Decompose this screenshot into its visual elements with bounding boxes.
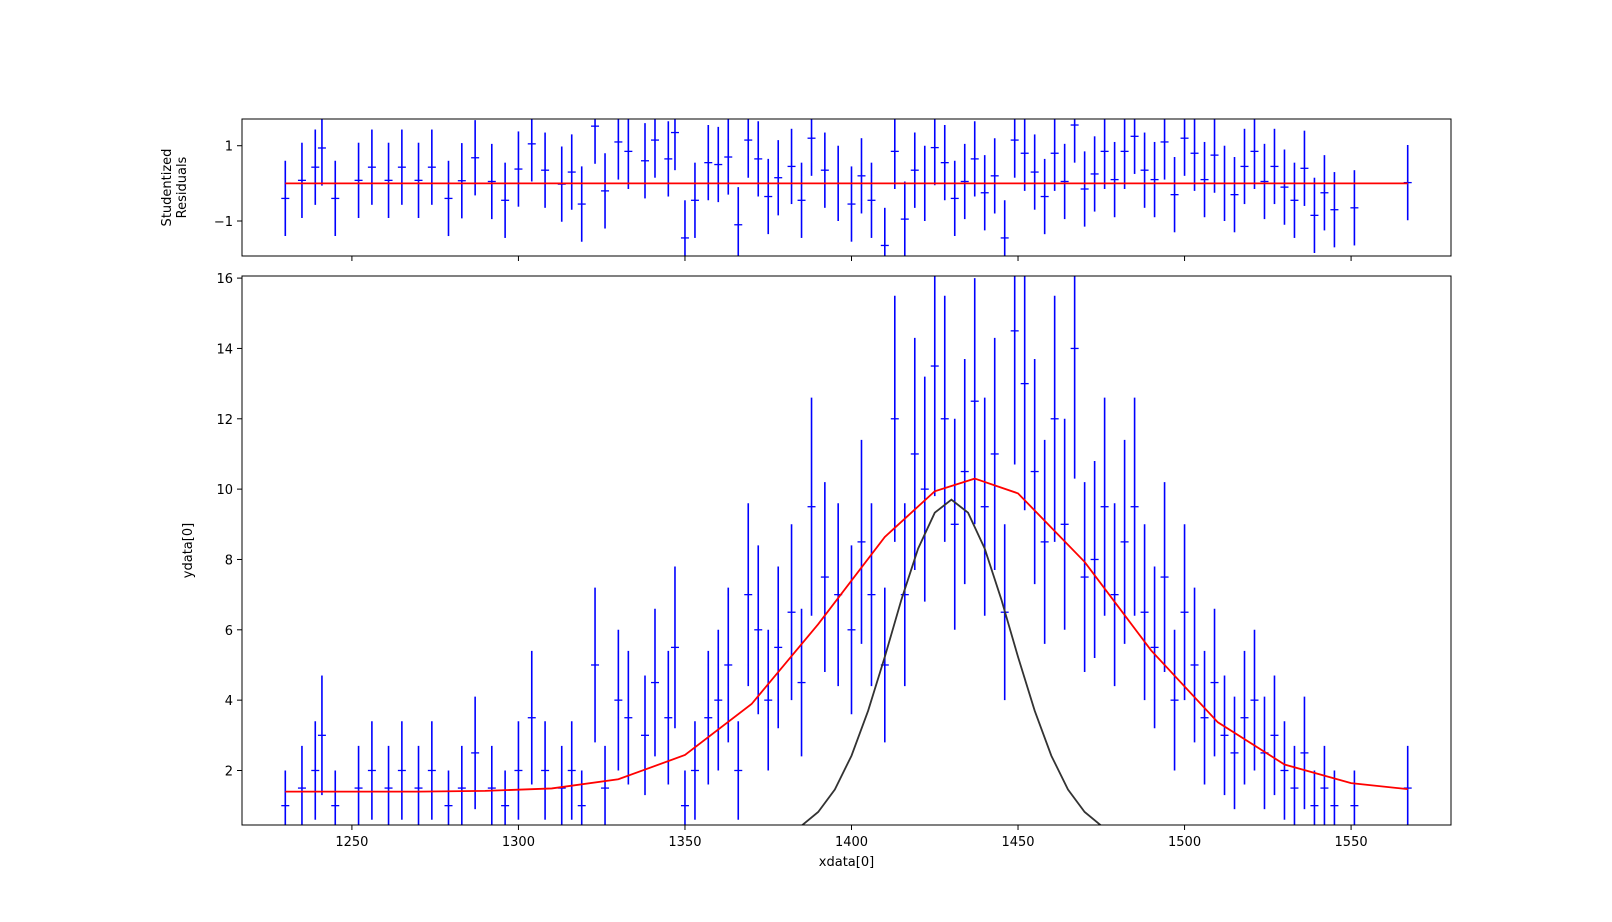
axes-frame <box>241 275 1452 826</box>
plot-area <box>281 119 1412 256</box>
x-tick-label: 1350 <box>668 835 701 850</box>
y-tick-label: 6 <box>225 624 233 639</box>
x-tick-label: 1500 <box>1168 835 1201 850</box>
y-axis-label: Residuals <box>175 156 190 218</box>
fit-line <box>285 477 1408 793</box>
plot-area <box>281 276 1412 825</box>
x-axis-label: xdata[0] <box>819 855 874 870</box>
y-tick-label: −1 <box>214 215 233 230</box>
fit-line <box>800 498 1102 825</box>
y-tick-label: 12 <box>216 413 233 428</box>
y-tick-label: 16 <box>216 272 233 287</box>
y-tick-label: 8 <box>225 553 233 568</box>
x-tick-label: 1550 <box>1335 835 1368 850</box>
y-tick-label: 14 <box>216 342 233 357</box>
y-tick-label: 2 <box>225 764 233 779</box>
y-axis-label: Studentized <box>160 149 175 227</box>
y-tick-label: 1 <box>225 140 233 155</box>
x-tick-label: 1250 <box>335 835 368 850</box>
x-tick-label: 1300 <box>502 835 535 850</box>
y-tick-label: 4 <box>225 694 233 709</box>
axes-frame <box>241 118 1452 257</box>
y-tick-label: 10 <box>216 483 233 498</box>
y-axis-label: ydata[0] <box>181 523 196 578</box>
x-tick-label: 1450 <box>1001 835 1034 850</box>
x-tick-label: 1400 <box>835 835 868 850</box>
